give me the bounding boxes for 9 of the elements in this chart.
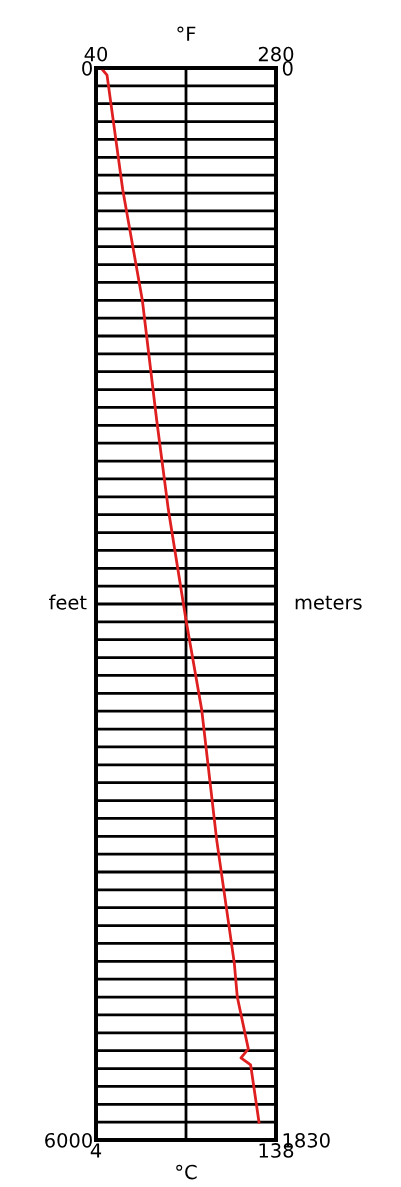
x2-axis-title: °F: [177, 26, 196, 41]
x2-tick-label: 280: [258, 46, 294, 62]
x-axis-title: °C: [176, 1164, 197, 1180]
x-tick-label: 4: [90, 1143, 102, 1158]
y2-tick-label: 0: [282, 60, 293, 76]
y-axis-title: feet: [49, 594, 87, 610]
x2-tick-label: 40: [84, 46, 108, 62]
y-tick-label: 6000: [45, 1132, 92, 1148]
y2-axis-title: meters: [295, 595, 362, 610]
